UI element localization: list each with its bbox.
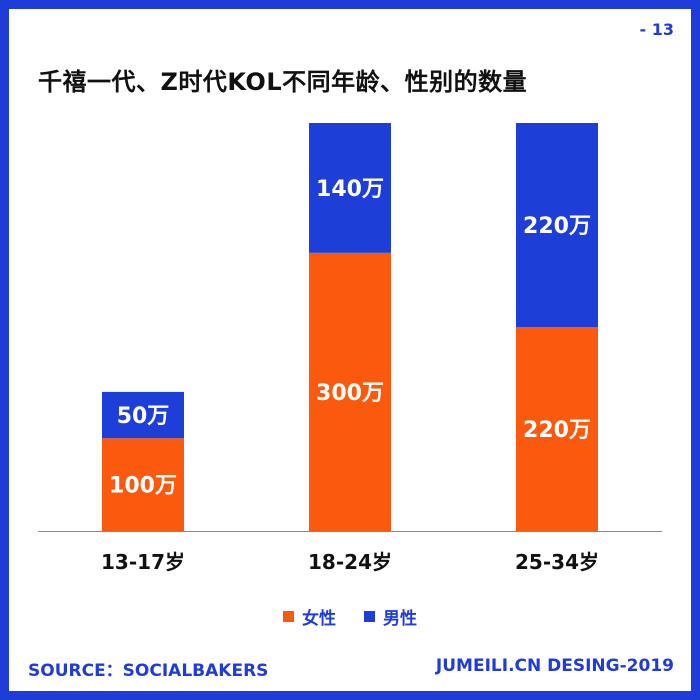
chart-title: 千禧一代、Z时代KOL不同年龄、性别的数量	[38, 68, 528, 96]
designer-credit: JUMEILI.CN DESING-2019	[435, 656, 674, 676]
data-label-male-2: 220万	[523, 214, 591, 239]
bar-female-1	[309, 252, 391, 531]
bar-male-1	[309, 123, 391, 253]
legend-item-male: 男性	[364, 604, 417, 629]
legend-swatch-female	[283, 611, 294, 622]
page-number: - 13	[639, 20, 674, 39]
data-label-female-0: 100万	[109, 474, 177, 499]
data-label-male-0: 50万	[117, 404, 170, 429]
legend-label-male: 男性	[383, 609, 417, 629]
bar-female-0	[102, 438, 184, 531]
bar-male-0	[102, 391, 184, 439]
source-credit: SOURCE：SOCIALBAKERS	[28, 661, 269, 681]
legend-item-female: 女性	[283, 604, 336, 629]
data-label-male-1: 140万	[316, 177, 384, 202]
legend-label-female: 女性	[302, 609, 336, 629]
x-tick-label-0: 13-17岁	[101, 550, 185, 574]
bar-female-2	[516, 327, 598, 531]
legend: 女性 男性	[0, 604, 700, 629]
x-tick-label-2: 25-34岁	[515, 550, 599, 574]
bar-male-2	[516, 123, 598, 327]
data-label-female-1: 300万	[316, 381, 384, 406]
data-label-female-2: 220万	[523, 418, 591, 443]
x-tick-label-1: 18-24岁	[308, 550, 392, 574]
legend-swatch-male	[364, 611, 375, 622]
